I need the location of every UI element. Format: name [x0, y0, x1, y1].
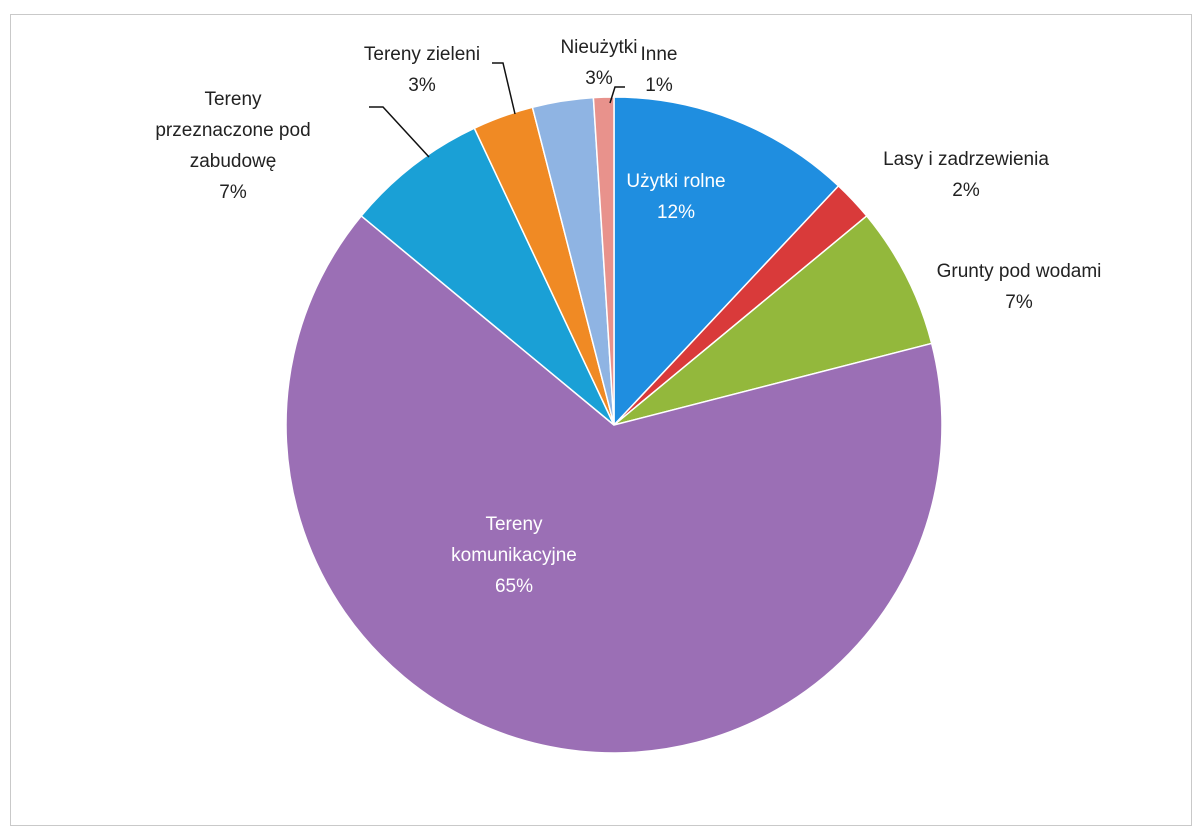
slice-name-line: komunikacyjne: [451, 545, 577, 566]
slice-percent: 7%: [219, 182, 247, 203]
slice-name-line: Tereny: [485, 514, 543, 535]
pie-chart: Użytki rolne 12% Lasy i zadrzewienia 2% Grun…: [155, 37, 1102, 754]
slice-label-7: Inne 1%: [641, 44, 678, 96]
leader-line-7: [609, 86, 625, 104]
slice-percent: 3%: [585, 68, 613, 89]
slice-name-line: Inne: [641, 44, 678, 65]
slice-label-5: Tereny zieleni 3%: [364, 44, 480, 96]
chart-frame: Użytki rolne 12% Lasy i zadrzewienia 2% Grun…: [10, 14, 1192, 826]
slice-name-line: Użytki rolne: [626, 171, 725, 192]
slice-name-line: zabudowę: [190, 151, 277, 172]
slice-label-4: Tereny przeznaczone pod zabudowę 7%: [155, 89, 310, 203]
slice-percent: 7%: [1005, 292, 1033, 313]
slice-label-3: Tereny komunikacyjne 65%: [451, 514, 577, 597]
leader-line-4: [369, 106, 430, 158]
slice-name-line: przeznaczone pod: [155, 120, 310, 141]
slice-label-0: Użytki rolne 12%: [626, 171, 725, 223]
pie-slice-2: [613, 214, 933, 426]
slice-name-line: Tereny: [204, 89, 262, 110]
pie-slice-3: [285, 214, 943, 754]
slice-label-2: Grunty pod wodami 7%: [937, 261, 1102, 313]
slice-percent: 12%: [657, 202, 695, 223]
slice-name-line: Lasy i zadrzewienia: [883, 149, 1049, 170]
leader-line-5: [492, 62, 516, 115]
pie-slice-0: [613, 96, 840, 427]
slice-label-6: Nieużytki 3%: [560, 37, 637, 89]
pie-slice-7: [592, 96, 615, 426]
slice-name-line: Nieużytki: [560, 37, 637, 58]
slice-name-line: Tereny zieleni: [364, 44, 480, 65]
slice-label-1: Lasy i zadrzewienia 2%: [883, 149, 1049, 201]
slice-percent: 65%: [495, 576, 533, 597]
slice-percent: 3%: [408, 75, 436, 96]
slice-percent: 2%: [952, 180, 980, 201]
pie-slice-4: [360, 127, 615, 426]
slice-name-line: Grunty pod wodami: [937, 261, 1102, 282]
slice-percent: 1%: [645, 75, 673, 96]
